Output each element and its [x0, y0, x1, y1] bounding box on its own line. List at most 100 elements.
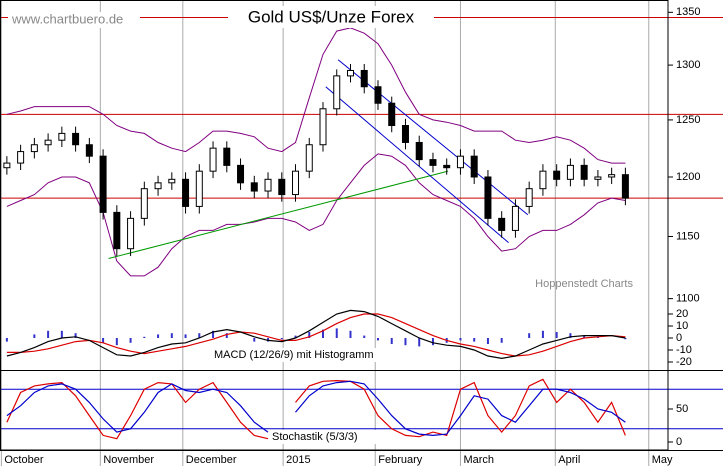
histogram-bar — [308, 332, 311, 338]
credit: Hoppenstedt Charts — [535, 278, 633, 290]
histogram-bar — [253, 338, 256, 342]
signal-line — [6, 313, 626, 357]
y-tick-label: 20 — [676, 308, 688, 320]
x-tick-label: 2015 — [286, 454, 310, 466]
candle-body — [264, 178, 272, 192]
histogram-bar — [390, 338, 393, 344]
x-tick-label: April — [558, 454, 580, 466]
histogram-bar — [473, 338, 476, 342]
candle-body — [278, 178, 286, 196]
title-background — [228, 6, 434, 28]
candle-body — [305, 144, 313, 172]
trend-line — [108, 170, 449, 260]
histogram-bar — [418, 338, 421, 347]
histogram-bar — [583, 335, 586, 338]
histogram-bar — [102, 338, 105, 343]
candle-body — [58, 132, 66, 141]
candle-body — [17, 151, 25, 164]
histogram-bar — [198, 333, 201, 338]
candle-body — [401, 125, 409, 143]
candle-body — [580, 164, 588, 180]
histogram-bar — [47, 330, 50, 338]
histogram-bar — [624, 338, 627, 340]
candle-body — [99, 155, 107, 213]
candle-body — [3, 162, 11, 169]
candle-body — [360, 69, 368, 88]
candle-body — [44, 139, 52, 146]
y-tick-label: -10 — [676, 344, 692, 356]
y-tick-label: -20 — [676, 356, 692, 368]
source-background — [8, 12, 140, 28]
label-background — [270, 430, 378, 444]
histogram-bar — [335, 328, 338, 338]
candle-body — [443, 164, 451, 169]
grid — [0, 0, 673, 466]
histogram-bar — [322, 329, 325, 338]
x-tick-label: February — [378, 454, 423, 466]
histogram-bar — [74, 333, 77, 338]
candle-body — [182, 178, 190, 207]
candle-body — [415, 141, 423, 161]
histogram-bar — [376, 338, 379, 341]
bollinger-band — [6, 153, 626, 277]
candle-body — [195, 170, 203, 207]
candle-body — [539, 170, 547, 190]
candle-body — [113, 211, 121, 250]
candle-body — [621, 174, 629, 199]
y-tick-label: 50 — [676, 403, 688, 415]
histogram-bar — [280, 338, 283, 340]
histogram-bar — [115, 338, 118, 346]
candle-body — [250, 182, 258, 192]
source: www.chartbuero.de — [11, 11, 123, 26]
x-tick-label: November — [103, 454, 154, 466]
candle-body — [498, 217, 506, 231]
stochastic-line — [6, 380, 626, 437]
candle-body — [346, 69, 354, 77]
candle-body — [127, 217, 135, 250]
histogram-bar — [157, 334, 160, 338]
candle-body — [594, 176, 602, 180]
histogram-bar — [404, 338, 407, 346]
trend-line — [337, 59, 529, 216]
candle-body — [456, 155, 464, 169]
candle-body — [608, 174, 616, 178]
histogram-bar — [60, 330, 63, 338]
candle-body — [140, 188, 148, 219]
histogram-bar — [431, 338, 434, 346]
candle-body — [154, 182, 162, 190]
labels: October November December 2015 February March… — [4, 6, 700, 466]
histogram-bar — [555, 332, 558, 338]
y-tick-label: 1150 — [676, 230, 700, 242]
candle-body — [30, 144, 38, 153]
chart-title: Gold US$/Unze Forex — [248, 7, 415, 26]
candle-body — [209, 147, 217, 172]
histogram-bar — [294, 335, 297, 338]
candle-body — [85, 144, 93, 157]
candle-body — [168, 178, 176, 184]
bollinger-band — [6, 27, 626, 164]
y-tick-label: 0 — [676, 436, 682, 448]
x-tick-label: May — [652, 454, 673, 466]
histogram-bar — [541, 330, 544, 338]
panel-label: Stochastik (5/3/3) — [272, 431, 358, 443]
histogram-bar — [170, 333, 173, 338]
label-background — [212, 348, 392, 362]
macd-line — [6, 309, 626, 360]
candle-body — [333, 75, 341, 110]
y-tick-label: 1300 — [676, 59, 700, 71]
x-tick-label: October — [4, 454, 43, 466]
histogram-bar — [129, 338, 132, 343]
histogram-bar — [143, 336, 146, 338]
histogram-bar — [569, 333, 572, 338]
x-tick-label: December — [186, 454, 237, 466]
x-tick-label: March — [463, 454, 494, 466]
candle-body — [484, 176, 492, 219]
y-tick-label: 1350 — [676, 6, 700, 18]
candle-body — [470, 155, 478, 178]
candle-body — [319, 108, 327, 146]
histogram-bar — [500, 338, 503, 343]
trend-line — [325, 86, 509, 243]
candle-body — [511, 205, 519, 231]
histogram-bar — [363, 335, 366, 338]
histogram-bar — [459, 338, 462, 341]
